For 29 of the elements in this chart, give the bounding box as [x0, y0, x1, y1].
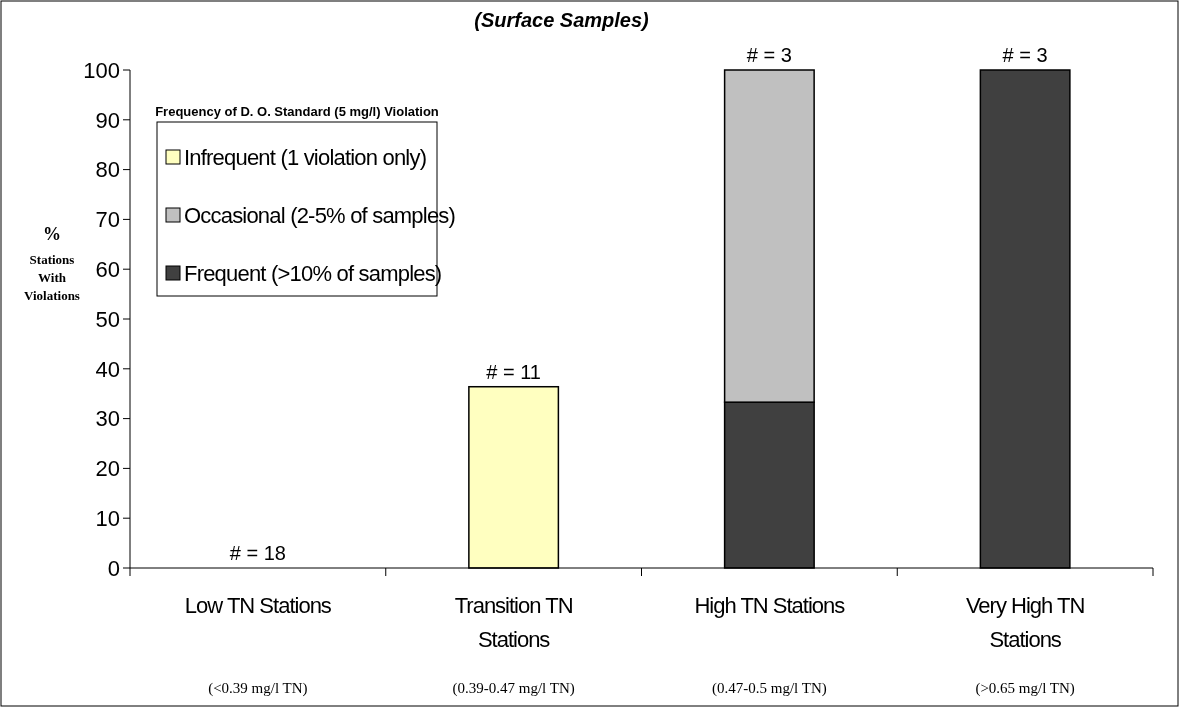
- annotation: # = 18: [229, 542, 286, 564]
- x-tick-label: Low TN Stations: [184, 593, 332, 618]
- legend-label: Occasional (2-5% of samples): [184, 202, 456, 228]
- y-tick-label: 0: [107, 555, 120, 581]
- x-tick-label: Transition TN Stations: [454, 593, 573, 652]
- annotation: # = 3: [1002, 44, 1048, 66]
- text: (0.47-0.5 mg/l TN): [712, 680, 827, 697]
- y-tick-label: 70: [95, 207, 120, 233]
- y-tick-label: 50: [95, 306, 120, 332]
- annotation: # = 11: [486, 360, 541, 383]
- y-tick-label: 10: [95, 505, 120, 531]
- y-tick-label: 60: [95, 256, 120, 282]
- chart-title: (Surface Samples): [474, 9, 650, 31]
- text: (>0.65 mg/l TN): [975, 680, 1075, 697]
- text: (0.39-0.47 mg/l TN): [452, 680, 575, 697]
- y-tick-label: 40: [95, 356, 120, 382]
- y-tick-label: 30: [95, 406, 120, 432]
- text: (<0.39 mg/l TN): [208, 680, 308, 697]
- legend-title: Frequency of D. O. Standard (5 mg/l) Violation: [155, 104, 439, 119]
- y-tick-label: 100: [83, 57, 120, 83]
- x-tick-label: High TN Stations: [694, 593, 846, 618]
- y-axis-title: % Stations With Violations: [24, 224, 80, 303]
- y-tick-label: 90: [95, 107, 120, 133]
- y-tick-label: 80: [95, 157, 120, 183]
- x-tick-label: Very High TN Stations: [965, 593, 1085, 652]
- legend-label: Frequent (>10% of samples): [184, 260, 442, 286]
- annotation: # = 3: [746, 44, 792, 66]
- y-tick-label: 20: [95, 456, 120, 482]
- legend-label: Infrequent (1 violation only): [184, 144, 427, 170]
